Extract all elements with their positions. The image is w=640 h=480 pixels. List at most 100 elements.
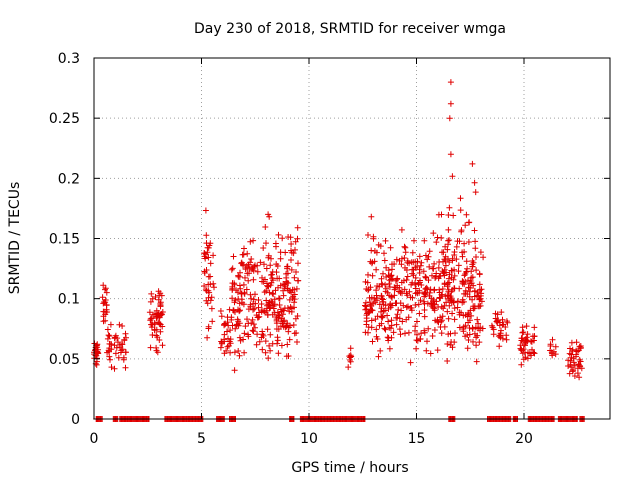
data-point <box>388 272 394 279</box>
data-point <box>548 349 555 356</box>
data-point <box>403 277 410 283</box>
data-point <box>100 282 107 289</box>
data-point <box>242 323 249 330</box>
data-point <box>203 232 210 239</box>
data-point <box>431 260 438 267</box>
data-point <box>244 250 251 257</box>
data-point <box>250 300 257 307</box>
data-point <box>367 284 374 291</box>
data-point <box>386 345 393 352</box>
data-point <box>108 364 115 371</box>
data-point <box>430 230 437 237</box>
data-point <box>240 251 247 258</box>
data-point <box>445 331 452 338</box>
data-point <box>242 274 248 281</box>
data-point <box>233 287 240 294</box>
data-point <box>204 300 211 307</box>
data-point <box>371 258 378 265</box>
data-point <box>236 334 243 341</box>
data-point <box>266 305 273 312</box>
data-point <box>416 253 423 260</box>
data-point <box>118 341 125 347</box>
data-point <box>450 276 457 283</box>
data-point <box>476 339 483 346</box>
data-point <box>254 268 261 275</box>
data-point <box>446 293 453 299</box>
data-point <box>370 300 377 307</box>
data-point <box>417 335 424 342</box>
data-point <box>445 275 452 282</box>
data-point <box>433 270 440 277</box>
data-point <box>201 283 208 289</box>
data-point <box>370 233 377 240</box>
data-point <box>568 339 575 346</box>
data-point <box>391 292 398 299</box>
data-point <box>519 324 526 331</box>
data-point <box>106 353 113 360</box>
data-point <box>288 257 294 263</box>
data-point <box>462 290 469 297</box>
data-point <box>386 284 393 290</box>
data-point <box>570 359 577 366</box>
data-point <box>294 224 301 231</box>
data-point <box>530 337 537 344</box>
data-point <box>473 254 479 260</box>
data-point <box>451 339 458 346</box>
x-axis-ticks: 0 5 10 15 20 <box>90 58 533 447</box>
data-point <box>103 289 110 296</box>
data-point <box>447 79 454 86</box>
data-point <box>434 318 441 325</box>
data-point <box>422 252 429 259</box>
data-point <box>489 324 496 331</box>
data-point <box>238 259 245 266</box>
data-point <box>227 336 234 343</box>
data-point <box>439 249 445 256</box>
data-point <box>368 306 375 313</box>
data-point <box>391 286 398 293</box>
data-point <box>231 367 238 374</box>
data-point <box>478 290 485 297</box>
data-point <box>205 281 212 288</box>
data-point <box>94 348 101 355</box>
data-point <box>447 151 454 158</box>
data-point <box>249 265 256 272</box>
data-point <box>522 342 528 349</box>
data-point <box>398 226 405 233</box>
data-point <box>552 343 559 350</box>
data-point <box>279 320 286 327</box>
data-point <box>385 318 392 325</box>
data-point <box>474 316 481 323</box>
data-point <box>384 289 391 296</box>
data-point <box>449 310 456 317</box>
data-point <box>267 347 274 354</box>
data-point <box>245 333 252 340</box>
data-point <box>418 259 425 266</box>
data-point <box>527 338 534 345</box>
data-point <box>397 300 404 307</box>
data-point <box>383 285 389 292</box>
data-point <box>104 326 111 333</box>
data-point <box>574 365 581 372</box>
data-point <box>429 265 436 272</box>
data-point <box>396 284 403 291</box>
data-point <box>426 289 433 296</box>
data-point <box>231 299 238 306</box>
data-point <box>368 213 375 220</box>
data-point <box>471 293 478 300</box>
data-point <box>411 237 417 244</box>
data-point <box>250 321 257 328</box>
data-point <box>441 302 448 309</box>
data-point <box>384 334 391 341</box>
data-point <box>250 306 256 313</box>
data-point <box>520 356 527 363</box>
data-point <box>273 261 280 268</box>
data-point <box>252 324 258 331</box>
x-tick-label: 10 <box>300 431 318 447</box>
data-point <box>475 320 482 327</box>
data-point <box>107 321 114 328</box>
data-point <box>492 310 499 317</box>
data-point <box>293 285 300 292</box>
data-point <box>203 287 210 294</box>
data-point <box>451 272 458 279</box>
